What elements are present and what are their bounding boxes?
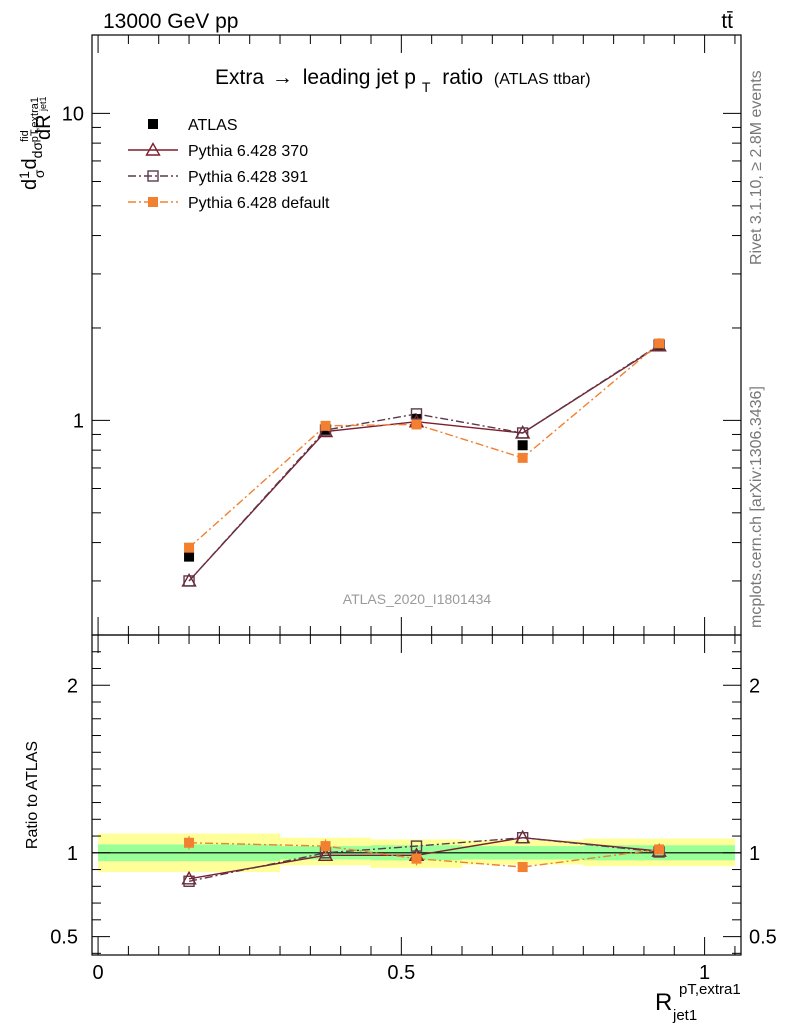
ratio-point-pythia-6-428-370 [181,870,197,885]
point-pythia-6-428-default [654,338,665,349]
main-series-lines [188,342,660,582]
final-state-label: tt̄ [721,10,733,33]
ratio-point-pythia-6-428-default [654,844,665,855]
point-pythia-6-428-391 [183,575,195,587]
point-pythia-6-428-391 [516,427,529,439]
point-atlas [517,440,528,451]
main-panel: 1 10 Extra → leading jet p T ratio (ATLAS… [16,34,742,636]
ratio-x-tick-label: 0.5 [387,962,415,984]
legend-marker [145,142,161,156]
ratio-point-pythia-6-428-391 [410,840,423,852]
point-pythia-6-428-default [411,419,422,430]
point-pythia-6-428-default [517,452,528,463]
ratio-point-pythia-6-428-370 [317,847,334,862]
ratio-xlabel: R pT,extra1 jet1 [655,981,741,1024]
legend-marker [148,197,158,207]
xlabel-main: R [655,989,672,1016]
ratio-y-tick-label-right: 0.5 [749,927,777,949]
main-axes: 1 10 [62,35,741,636]
chart-title: Extra → leading jet p T ratio (ATLAS ttb… [215,66,591,97]
title-main: Extra [215,66,264,89]
legend-item-atlas: ATLAS [148,117,238,134]
legend-item-pythia-6-428-default: Pythia 6.428 default [128,195,330,212]
ratio-point-pythia-6-428-default [517,862,528,873]
ratio-point-pythia-6-428-391 [183,875,195,887]
ratio-y-tick-label: 1 [67,843,78,865]
svg-text:d1σddσfidpT,extra1jet1: d1σddσfidpT,extra1jet1 [16,96,48,190]
svg-text:Extra → leadin: Extra → leading jet p T ratio (ATLAS ttb… [215,66,591,97]
title-sub: T [422,79,431,95]
ratio-x-tick-label: 1 [699,962,710,984]
legend: ATLAS Pythia 6.428 370 Pythia 6.428 391 Pyt… [128,117,330,212]
point-atlas [184,551,195,562]
ratio-y-tick-label: 2 [67,675,78,697]
ratio-line-pythia-6-428-391 [188,837,660,882]
legend-item-pythia-6-428-370: Pythia 6.428 370 [128,142,308,160]
svg-text:R pT,extra1: R pT,extra1 [655,981,741,1016]
title-note: (ATLAS ttbar) [494,71,591,88]
legend-label: ATLAS [188,117,238,134]
legend-marker [148,119,158,129]
ratio-point-pythia-6-428-391 [516,832,529,844]
main-y-tick-label: 10 [62,103,84,125]
analysis-tag: ATLAS_2020_I1801434 [343,591,492,607]
ratio-point-pythia-6-428-default [411,853,422,864]
ratio-axes: 0.5 0.5 1 1 2 2 0 0.5 1 [50,635,777,984]
xlabel-sup: pT,extra1 [679,981,741,998]
rivet-version-label: Rivet 3.1.10, ≥ 2.8M events [748,70,765,265]
process-label: 13000 GeV pp [103,10,238,33]
main-y-tick-label: 1 [73,410,84,432]
series-line-pythia-6-428-370 [188,345,660,582]
ratio-y-tick-label-right: 1 [749,843,760,865]
mcplots-site-label: mcplots.cern.ch [arXiv:1306.3436] [748,386,765,628]
legend-label: Pythia 6.428 default [188,195,330,212]
series-line-pythia-6-428-default [188,342,660,549]
xlabel-sub: jet1 [672,1007,697,1024]
ratio-x-tick-label: 0 [93,962,104,984]
legend-marker [147,170,159,182]
main-ylabel: d1σddσfidpT,extra1jet1 dR [16,96,55,190]
legend-label: Pythia 6.428 370 [188,143,308,160]
title-mid: leading jet p [303,66,416,89]
ratio-series-points [181,829,667,887]
point-pythia-6-428-391 [410,408,423,420]
ratio-ylabel: Ratio to ATLAS [24,741,41,849]
title-arrow: → [272,66,293,89]
point-pythia-6-428-default [184,542,195,553]
ratio-panel: 0.5 0.5 1 1 2 2 0 0.5 1 Ratio to ATLAS R pT,extr… [24,634,777,1024]
series-line-pythia-6-428-391 [188,344,660,582]
ratio-point-pythia-6-428-default [320,841,331,852]
legend-label: Pythia 6.428 391 [188,169,308,186]
ratio-point-pythia-6-428-default [184,837,195,848]
ratio-frame [91,634,742,956]
legend-item-pythia-6-428-391: Pythia 6.428 391 [128,169,308,186]
title-end: ratio [442,66,483,89]
point-pythia-6-428-default [320,420,331,431]
ratio-y-tick-label: 0.5 [50,927,78,949]
ratio-y-tick-label-right: 2 [749,675,760,697]
main-series-points [181,337,667,587]
svg-text:dR: dR [33,114,55,140]
